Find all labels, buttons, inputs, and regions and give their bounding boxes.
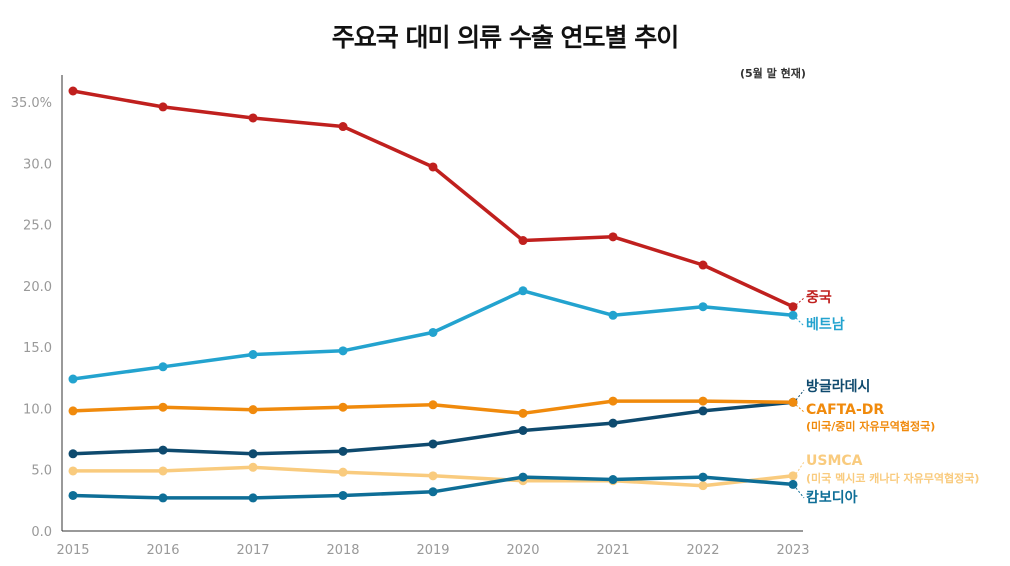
x-tick-label: 2019 bbox=[416, 543, 449, 558]
series-sublabel: (미국 멕시코 캐나다 자유무역협정국) bbox=[806, 471, 979, 485]
data-point bbox=[338, 446, 348, 456]
y-tick-label: 5.0 bbox=[31, 464, 52, 479]
data-point bbox=[68, 490, 78, 500]
data-point bbox=[248, 493, 258, 503]
y-tick-label: 30.0 bbox=[23, 157, 52, 172]
data-point bbox=[428, 471, 438, 481]
data-point bbox=[518, 425, 528, 435]
data-point bbox=[518, 472, 528, 482]
data-point bbox=[608, 396, 618, 406]
data-point bbox=[788, 479, 798, 489]
data-point bbox=[788, 310, 798, 320]
x-tick-label: 2023 bbox=[776, 543, 809, 558]
data-point bbox=[428, 327, 438, 337]
data-point bbox=[338, 490, 348, 500]
series-label: 방글라데시 bbox=[806, 378, 870, 395]
series-label: 베트남 bbox=[806, 316, 845, 333]
data-point bbox=[68, 406, 78, 416]
data-point bbox=[698, 406, 708, 416]
data-point bbox=[518, 286, 528, 296]
x-tick-label: 2020 bbox=[506, 543, 539, 558]
data-point bbox=[788, 302, 798, 312]
data-point bbox=[68, 374, 78, 384]
y-tick-label: 25.0 bbox=[23, 219, 52, 234]
y-tick-label: 35.0% bbox=[11, 96, 52, 111]
data-point bbox=[428, 487, 438, 497]
series-label: USMCA bbox=[806, 453, 863, 469]
chart-subtitle: (5월 말 현재) bbox=[740, 67, 806, 80]
data-point bbox=[608, 418, 618, 428]
data-point bbox=[158, 445, 168, 455]
x-tick-label: 2015 bbox=[56, 543, 89, 558]
data-point bbox=[698, 260, 708, 270]
y-tick-label: 20.0 bbox=[23, 280, 52, 295]
chart-title: 주요국 대미 의류 수출 연도별 추이 bbox=[331, 23, 680, 52]
data-point bbox=[158, 362, 168, 372]
label-leader-line bbox=[795, 461, 805, 475]
data-point bbox=[518, 236, 528, 246]
data-point bbox=[248, 350, 258, 360]
data-point bbox=[158, 402, 168, 412]
data-point bbox=[428, 162, 438, 172]
y-tick-label: 10.0 bbox=[23, 402, 52, 417]
series-label: 캄보디아 bbox=[806, 489, 858, 506]
data-point bbox=[788, 397, 798, 407]
data-point bbox=[698, 396, 708, 406]
data-point bbox=[158, 493, 168, 503]
data-point bbox=[338, 467, 348, 477]
y-tick-label: 0.0 bbox=[31, 525, 52, 540]
data-point bbox=[158, 102, 168, 112]
data-point bbox=[428, 400, 438, 410]
series-label: CAFTA-DR bbox=[806, 402, 884, 418]
data-point bbox=[68, 449, 78, 459]
data-point bbox=[338, 122, 348, 132]
data-point bbox=[518, 408, 528, 418]
series-sublabel: (미국/중미 자유무역협정국) bbox=[806, 419, 935, 433]
data-point bbox=[248, 113, 258, 123]
label-leader-line bbox=[795, 389, 805, 401]
data-point bbox=[608, 232, 618, 242]
x-tick-label: 2018 bbox=[326, 543, 359, 558]
x-tick-label: 2016 bbox=[146, 543, 179, 558]
data-point bbox=[698, 302, 708, 312]
data-point bbox=[338, 402, 348, 412]
x-tick-label: 2017 bbox=[236, 543, 269, 558]
x-tick-label: 2022 bbox=[686, 543, 719, 558]
label-leader-line bbox=[795, 487, 805, 499]
y-tick-label: 15.0 bbox=[23, 341, 52, 356]
data-point bbox=[158, 466, 168, 476]
data-point bbox=[788, 471, 798, 481]
data-point bbox=[248, 449, 258, 459]
data-point bbox=[608, 310, 618, 320]
series-label: 중국 bbox=[806, 290, 832, 306]
series-line bbox=[71, 89, 795, 309]
data-point bbox=[698, 481, 708, 491]
label-leader-line bbox=[795, 297, 805, 306]
data-point bbox=[698, 472, 708, 482]
label-leader-line bbox=[795, 317, 805, 327]
data-point bbox=[68, 86, 78, 96]
label-leader-line bbox=[795, 404, 805, 413]
data-point bbox=[428, 439, 438, 449]
data-point bbox=[248, 462, 258, 472]
data-point bbox=[608, 475, 618, 485]
data-point bbox=[68, 466, 78, 476]
data-point bbox=[338, 346, 348, 356]
x-tick-label: 2021 bbox=[596, 543, 629, 558]
data-point bbox=[248, 405, 258, 415]
